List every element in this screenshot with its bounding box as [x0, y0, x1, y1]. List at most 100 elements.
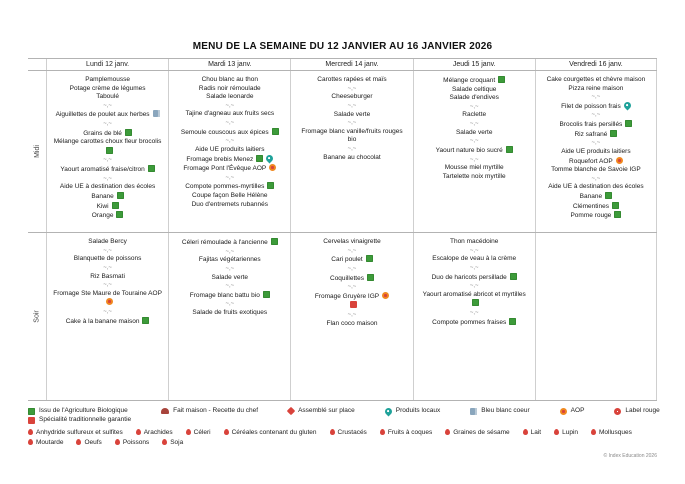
- bio-icon: [614, 211, 622, 219]
- menu-item: Salade verte: [333, 110, 371, 118]
- allergen-item: Arachides: [135, 429, 173, 436]
- bio-icon: [147, 165, 155, 173]
- bio-icon: [365, 255, 373, 263]
- day-header: Jeudi 15 janv.: [412, 59, 535, 70]
- service-row-midi: Midi Pamplemousse Potage crème de légumes T…: [28, 71, 657, 233]
- local-icon: [622, 100, 633, 111]
- separator: ~,~: [469, 156, 479, 163]
- menu-item: Mélange carottes choux fleur brocolis: [47, 138, 168, 156]
- allergen-icon: [223, 429, 229, 436]
- legend-label: Issu de l'Agriculture Biologique: [39, 407, 128, 414]
- menu-item: Carottes rapées et maïs: [317, 76, 387, 83]
- menu-item: Potage crème de légumes: [69, 84, 146, 92]
- legend-label: AOP: [570, 407, 585, 414]
- menu-item: Blanquette de poissons: [73, 255, 142, 263]
- allergen-icon: [591, 429, 597, 436]
- menu-item: Yaourt nature bio sucré: [414, 145, 535, 156]
- allergen-item: Soja: [162, 439, 183, 446]
- allergen-item: Anhydride sulfureux et sulfites: [28, 429, 123, 436]
- bio-icon: [366, 273, 374, 281]
- separator: ~,~: [225, 265, 235, 272]
- aop-icon: [269, 164, 277, 172]
- bio-icon: [142, 316, 150, 324]
- menu-item: Thon macédoine: [449, 238, 499, 245]
- separator: ~,~: [225, 248, 235, 255]
- separator: ~,~: [103, 102, 112, 109]
- menu-item: Fromage Ste Maure de Touraine AOP: [47, 290, 168, 308]
- legend-label: Assemblé sur place: [298, 407, 355, 414]
- stg-icon: [28, 417, 35, 425]
- bio-icon: [509, 272, 517, 280]
- allergen-label: Céréales contenant du gluten: [231, 428, 317, 436]
- menu-item: Fromage Pont l'Évêque AOP: [169, 164, 290, 174]
- legend-labels: Issu de l'Agriculture Biologique Spéciali…: [28, 406, 660, 425]
- menu-item: Salade Bercy: [88, 238, 127, 245]
- aop-icon: [382, 291, 390, 299]
- separator: ~,~: [469, 138, 479, 145]
- legend-item: Issu de l'Agriculture Biologique: [28, 407, 131, 415]
- separator: ~,~: [103, 157, 112, 164]
- separator: ~,~: [347, 120, 357, 127]
- menu-item: Salade d'endives: [449, 94, 499, 102]
- menu-item: Cheeseburger: [331, 93, 373, 101]
- menu-item: Banane: [47, 191, 168, 202]
- menu-cell: [534, 233, 657, 400]
- bbc-icon: [470, 407, 478, 415]
- menu-item: Taboulé: [96, 93, 119, 101]
- allergen-icon: [28, 439, 33, 446]
- allergen-item: Céréales contenant du gluten: [223, 428, 317, 436]
- bio-icon: [610, 129, 618, 137]
- allergen-label: Lait: [530, 428, 542, 436]
- allergen-item: Crustacés: [329, 429, 367, 436]
- allergen-item: Moutarde: [28, 439, 63, 446]
- menu-cell: Chou blanc au thon Radis noir rémoulade Sa…: [168, 71, 290, 232]
- allergen-item: Lupin: [554, 429, 578, 436]
- bio-icon: [111, 201, 119, 209]
- menu-item: Salade verte: [455, 128, 493, 136]
- allergen-icon: [329, 429, 335, 436]
- menu-item: Duo d'entremets rubannés: [191, 200, 268, 208]
- legend-label: Label rouge: [625, 407, 660, 414]
- separator: ~,~: [225, 174, 235, 181]
- menu-item: Aide UE produits laitiers: [195, 145, 265, 153]
- bio-icon: [472, 299, 480, 307]
- page-title: MENU DE LA SEMAINE DU 12 JANVIER AU 16 J…: [192, 41, 493, 52]
- menu-item: Compote pommes fraises: [414, 317, 535, 328]
- bio-icon: [116, 211, 124, 219]
- bio-icon: [611, 201, 619, 209]
- menu-item: Riz Basmati: [90, 272, 125, 280]
- day-header: Mardi 13 janv.: [168, 59, 290, 70]
- bio-icon: [509, 317, 517, 325]
- separator: ~,~: [469, 283, 479, 290]
- legend-item: Assemblé sur place: [286, 406, 355, 416]
- separator: ~,~: [225, 102, 235, 109]
- separator: ~,~: [347, 102, 357, 109]
- separator: ~,~: [591, 140, 601, 147]
- menu-item: Fromage brebis Menez: [169, 153, 290, 165]
- allergen-label: Graines de sésame: [453, 428, 510, 436]
- menu-item: Semoule couscous aux épices: [169, 127, 290, 138]
- legend: Issu de l'Agriculture Biologique Spéciali…: [28, 406, 660, 446]
- menu-item: Cari poulet: [291, 255, 412, 265]
- legend-label: Bleu blanc coeur: [481, 407, 530, 414]
- menu-item: Yaourt aromatisé abricot et myrtilles: [414, 291, 535, 309]
- service-label: Midi: [28, 71, 46, 232]
- service-label-text: Soir: [33, 310, 41, 323]
- separator: ~,~: [347, 265, 357, 272]
- menu-item: Raclette: [462, 111, 487, 119]
- local-icon: [383, 406, 394, 417]
- menu-item: Cake à la banane maison: [47, 316, 168, 327]
- legend-label: Produits locaux: [395, 407, 441, 414]
- allergen-item: Mollusques: [591, 429, 632, 436]
- bio-icon: [625, 120, 633, 128]
- allergen-label: Céleri: [193, 428, 211, 436]
- legend-item: AOP: [559, 407, 585, 415]
- menu-item: Escalope de veau à la crème: [432, 255, 517, 263]
- chef-icon: [161, 408, 170, 415]
- allergen-icon: [522, 429, 528, 436]
- allergen-item: Céleri: [185, 428, 211, 436]
- bio-icon: [605, 191, 613, 199]
- legend-label: Fait maison - Recette du chef: [173, 407, 259, 414]
- separator: ~,~: [225, 138, 235, 145]
- menu-item: Orange: [47, 211, 168, 221]
